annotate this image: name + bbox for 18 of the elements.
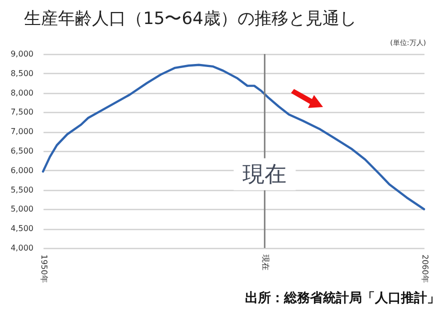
y-tick-label: 6,500 — [10, 146, 34, 156]
y-tick-label: 7,500 — [10, 108, 34, 117]
line-series — [42, 64, 426, 210]
y-tick-label: 4,000 — [10, 244, 34, 252]
y-tick-label: 5,500 — [10, 185, 34, 194]
y-tick-label: 6,000 — [10, 166, 34, 175]
y-tick-label: 9,000 — [10, 50, 34, 58]
y-tick-label: 7,000 — [10, 127, 34, 136]
x-tick-label: 1950年 — [40, 254, 48, 283]
y-tick-label: 8,500 — [10, 68, 34, 78]
y-tick-label: 4,500 — [10, 224, 34, 234]
ref-line-label: 現在 — [242, 162, 287, 188]
x-tick-label: 2060年 — [420, 254, 430, 283]
chart-title: 生産年齢人口（15〜64歳）の推移と見通し — [24, 9, 356, 29]
y-tick-label: 8,000 — [10, 88, 34, 98]
y-tick-label: 5,000 — [10, 204, 34, 214]
text: 出所：総務省統計局「人口推計」 — [245, 290, 440, 307]
x-tick-label: 現在 — [261, 254, 270, 270]
